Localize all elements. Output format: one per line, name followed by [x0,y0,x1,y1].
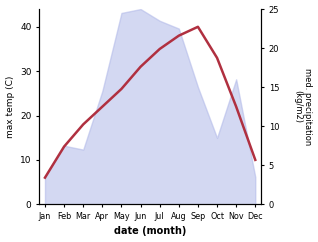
Y-axis label: max temp (C): max temp (C) [5,76,15,138]
Y-axis label: med. precipitation
(kg/m2): med. precipitation (kg/m2) [293,68,313,145]
X-axis label: date (month): date (month) [114,227,186,236]
